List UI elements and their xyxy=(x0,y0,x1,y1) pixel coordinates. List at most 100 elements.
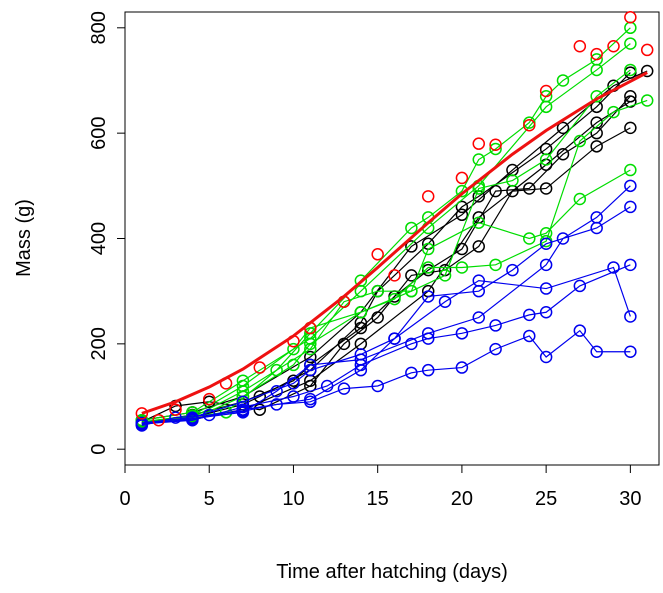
plot-box xyxy=(124,11,660,466)
point xyxy=(202,392,216,406)
point xyxy=(607,261,620,274)
point xyxy=(624,37,637,50)
point xyxy=(421,363,435,377)
point xyxy=(523,119,536,132)
point xyxy=(489,142,502,156)
point xyxy=(472,216,486,229)
point xyxy=(640,43,654,57)
series-line xyxy=(141,101,631,424)
point xyxy=(304,350,317,364)
point xyxy=(472,240,486,253)
x-tick-label: 30 xyxy=(619,488,641,510)
point xyxy=(405,337,418,351)
point xyxy=(539,237,553,251)
point xyxy=(455,327,469,340)
point xyxy=(624,200,637,214)
point xyxy=(624,258,637,272)
point xyxy=(640,64,654,78)
point xyxy=(337,382,351,395)
point xyxy=(371,248,384,261)
x-tick-label: 15 xyxy=(367,488,389,510)
point xyxy=(539,305,553,319)
x-tick-label: 10 xyxy=(282,488,304,510)
point xyxy=(152,413,165,427)
x-tick-label: 25 xyxy=(535,488,557,510)
point xyxy=(590,211,603,224)
point xyxy=(388,292,401,306)
point xyxy=(169,411,182,424)
point xyxy=(405,221,418,235)
series-line xyxy=(141,99,648,425)
point xyxy=(253,403,267,416)
point xyxy=(539,282,553,295)
point xyxy=(455,171,469,185)
point xyxy=(438,295,452,308)
point xyxy=(539,100,553,114)
point xyxy=(489,138,502,151)
point xyxy=(354,321,368,335)
point xyxy=(506,174,519,187)
x-tick-label: 0 xyxy=(119,488,130,510)
point xyxy=(539,84,553,98)
point xyxy=(489,342,502,356)
point xyxy=(590,63,603,77)
series-line xyxy=(141,127,631,423)
point xyxy=(236,403,250,416)
point xyxy=(523,308,536,322)
point xyxy=(455,361,469,374)
point xyxy=(337,337,351,351)
point xyxy=(607,39,620,53)
point xyxy=(388,332,401,345)
series-line xyxy=(141,266,631,424)
point xyxy=(573,324,587,337)
point xyxy=(624,95,637,108)
point xyxy=(472,153,486,166)
point xyxy=(523,232,536,245)
point xyxy=(455,208,469,222)
point xyxy=(607,105,620,119)
point xyxy=(590,140,603,153)
point xyxy=(304,358,317,372)
point xyxy=(455,200,469,214)
point xyxy=(354,305,368,319)
point xyxy=(270,398,283,411)
point xyxy=(472,137,486,150)
point xyxy=(354,363,368,377)
point xyxy=(169,403,182,416)
point xyxy=(523,329,536,343)
series-line xyxy=(141,264,631,425)
x-tick-label: 20 xyxy=(451,488,473,510)
point xyxy=(421,242,435,256)
point xyxy=(371,311,384,324)
point xyxy=(388,269,401,282)
point xyxy=(573,134,587,148)
point xyxy=(523,182,536,195)
point xyxy=(421,327,435,340)
point xyxy=(186,413,199,426)
point xyxy=(640,94,654,107)
point xyxy=(539,153,553,166)
point xyxy=(624,63,637,77)
point xyxy=(405,269,418,282)
y-axis-label: Mass (g) xyxy=(13,199,35,277)
point xyxy=(539,350,553,364)
point xyxy=(421,190,435,203)
x-axis-label: Time after hatching (days) xyxy=(276,561,508,583)
y-tick-label: 200 xyxy=(88,327,110,360)
point xyxy=(506,263,519,277)
y-tick-label: 400 xyxy=(88,222,110,255)
point xyxy=(590,47,603,61)
point xyxy=(354,284,368,298)
x-tick-label: 5 xyxy=(204,488,215,510)
y-tick-label: 800 xyxy=(88,11,110,44)
point xyxy=(405,240,418,253)
series-line xyxy=(141,70,648,421)
point xyxy=(573,192,587,206)
point xyxy=(590,345,603,358)
point xyxy=(421,290,435,303)
point xyxy=(270,385,283,398)
point xyxy=(624,11,637,24)
point xyxy=(371,379,384,393)
point xyxy=(438,269,452,282)
point xyxy=(556,121,570,135)
